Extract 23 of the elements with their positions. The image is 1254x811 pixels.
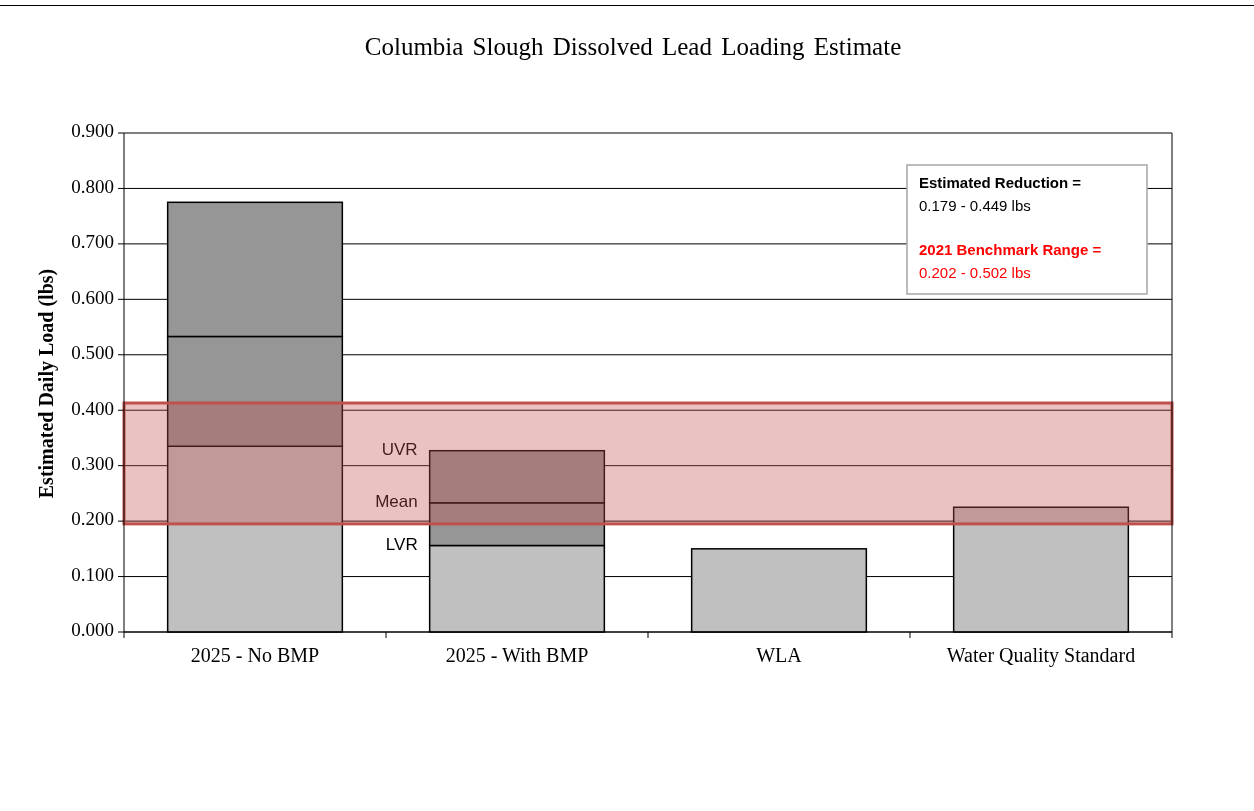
- annotation: Mean: [375, 492, 418, 512]
- y-tick-label: 0.800: [71, 175, 114, 197]
- x-tick-label: Water Quality Standard: [946, 644, 1136, 667]
- annotation: 0.202 - 0.502 lbs: [919, 264, 1031, 281]
- x-tick-label: 2025 - With BMP: [445, 644, 589, 666]
- y-tick-label: 0.700: [71, 231, 114, 253]
- y-tick-label: 0.500: [71, 342, 114, 364]
- annotation: LVR: [385, 534, 418, 554]
- chart-title: Columbia Slough Dissolved Lead Loading Estimate: [364, 33, 902, 60]
- y-tick-label: 0.600: [71, 286, 114, 308]
- annotation: 2021 Benchmark Range =: [919, 241, 1102, 258]
- annotation: 0.179 - 0.449 lbs: [919, 197, 1031, 214]
- y-tick-label: 0.900: [71, 120, 114, 142]
- annotation: Estimated Reduction =: [919, 174, 1082, 191]
- x-tick-label: 2025 - No BMP: [190, 644, 320, 666]
- y-tick-label: 0.000: [71, 619, 114, 641]
- x-tick-label: WLA: [756, 644, 803, 666]
- y-tick-label: 0.100: [71, 563, 114, 585]
- y-tick-label: 0.300: [71, 453, 114, 475]
- y-tick-label: 0.400: [71, 397, 114, 419]
- y-axis-title: Estimated Daily Load (lbs): [35, 268, 58, 499]
- y-tick-label: 0.200: [71, 508, 114, 530]
- annotation: UVR: [381, 440, 418, 460]
